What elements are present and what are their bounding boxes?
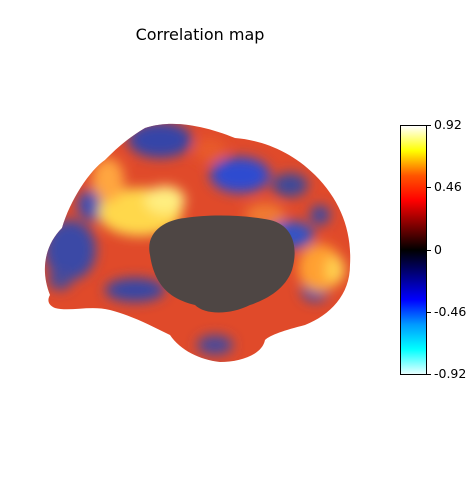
colorbar-tick-label-max: 0.92 <box>434 117 462 132</box>
neg-patch-temporal <box>197 335 233 355</box>
colorbar-tick <box>427 187 431 188</box>
neg-patch-paracentral <box>210 157 270 193</box>
colorbar-tick-label-lower: -0.46 <box>434 304 467 319</box>
colorbar-tick-label-upper: 0.46 <box>434 179 462 194</box>
pos-patch-mpfc-peak <box>325 256 345 284</box>
colorbar-tick <box>427 374 431 375</box>
neg-patch-frontal-mid <box>310 205 330 225</box>
brain-surface-render <box>44 123 351 362</box>
pos-patch-parietal <box>92 158 124 202</box>
neg-patch-frontal-upper <box>272 173 308 197</box>
figure-title: Correlation map <box>135 25 265 44</box>
colorbar-tick <box>427 125 431 126</box>
neg-patch-occipital <box>44 220 96 280</box>
pos-patch-precuneus-peak <box>145 186 185 214</box>
medial-wall <box>149 215 295 313</box>
pos-patch-superior <box>194 138 226 162</box>
neg-patch-lingual <box>105 278 165 302</box>
neg-patch-precuneus-top <box>128 123 192 158</box>
colorbar-tick-label-min: -0.92 <box>434 366 467 381</box>
neg-patch-occipital-low <box>48 270 72 290</box>
colorbar <box>400 125 427 375</box>
colorbar-tick <box>427 312 431 313</box>
colorbar-tick-label-zero: 0 <box>434 242 442 257</box>
colorbar-tick <box>427 250 431 251</box>
